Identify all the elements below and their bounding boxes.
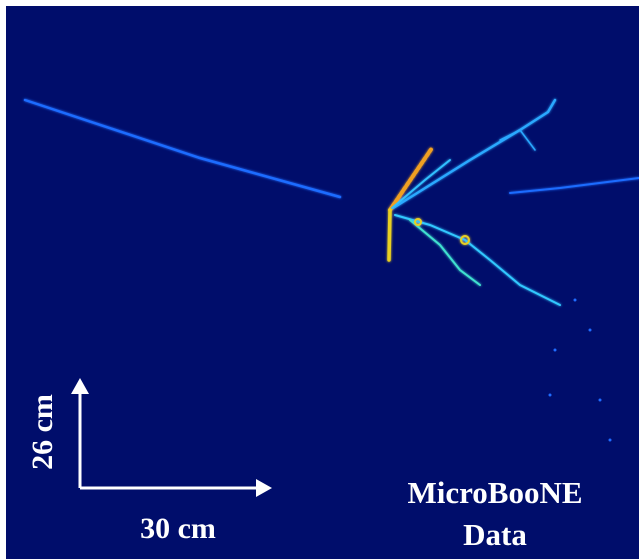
hit xyxy=(574,299,577,302)
horizontal-scale-label: 30 cm xyxy=(140,512,216,545)
hit xyxy=(599,399,602,402)
experiment-label: MicroBooNE xyxy=(407,475,582,510)
caption-label: Data xyxy=(463,517,527,552)
event-display: 26 cm 30 cm MicroBooNE Data xyxy=(0,0,639,559)
hit xyxy=(554,349,557,352)
hit xyxy=(549,394,552,397)
track xyxy=(389,210,390,260)
hit xyxy=(589,329,592,332)
hit xyxy=(609,439,612,442)
vertical-scale-label: 26 cm xyxy=(26,394,59,470)
